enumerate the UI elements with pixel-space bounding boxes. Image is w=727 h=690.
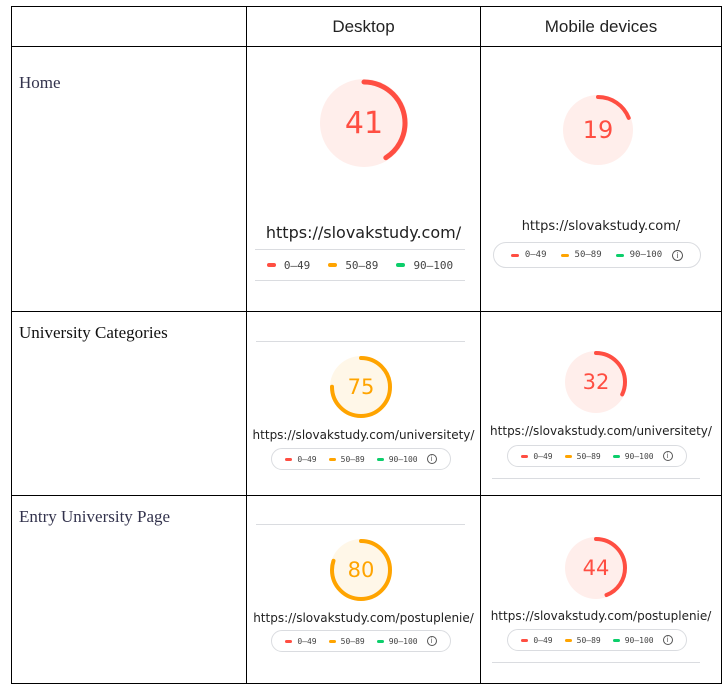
score-gauge: 19 xyxy=(562,94,634,166)
score-gauge: 44 xyxy=(564,536,628,600)
score-value: 44 xyxy=(582,556,610,580)
comparison-table: Desktop Mobile devices Home 41 https://s… xyxy=(11,6,722,684)
info-icon[interactable]: i xyxy=(426,454,437,464)
header-row: Desktop Mobile devices xyxy=(11,6,722,47)
table-row: Entry University Page 80 https://slovaks… xyxy=(11,495,722,684)
legend-pass: 90–100 xyxy=(612,452,654,461)
legend-average: 50–89 xyxy=(328,455,365,464)
gauge-ring xyxy=(565,537,627,599)
legend-average: 50–89 xyxy=(564,452,601,461)
desktop-cell: 75 https://slovakstudy.com/universitety/… xyxy=(246,311,481,496)
score-legend: 0–49 50–89 90–100 i xyxy=(493,242,701,268)
info-icon[interactable]: i xyxy=(672,249,684,261)
gauge-ring xyxy=(320,79,408,167)
desktop-cell: 41 https://slovakstudy.com/ 0–49 50–89 9… xyxy=(246,46,481,312)
row-label-cell: Entry University Page xyxy=(11,495,247,684)
gauge-ring xyxy=(330,356,392,418)
page-url: https://slovakstudy.com/ xyxy=(265,223,462,242)
page-url: https://slovakstudy.com/universitety/ xyxy=(490,424,712,438)
legend-fail: 0–49 xyxy=(285,455,317,464)
page-url: https://slovakstudy.com/universitety/ xyxy=(252,428,475,442)
legend-average: 50–89 xyxy=(328,637,365,646)
page-url: https://slovakstudy.com/ xyxy=(521,219,681,234)
score-value: 80 xyxy=(347,558,375,582)
divider xyxy=(492,662,700,663)
divider xyxy=(492,478,700,479)
desktop-cell: 80 https://slovakstudy.com/postuplenie/ … xyxy=(246,495,481,684)
score-gauge: 80 xyxy=(329,538,393,602)
gauge-ring xyxy=(565,351,627,413)
score-value: 32 xyxy=(582,370,610,394)
legend-average: 50–89 xyxy=(560,250,602,260)
legend-fail: 0–49 xyxy=(521,452,553,461)
row-label-cell: Home xyxy=(11,46,247,312)
legend-pass: 90–100 xyxy=(615,250,662,260)
header-empty-cell xyxy=(11,6,247,47)
info-icon[interactable]: i xyxy=(426,636,437,646)
legend-average: 50–89 xyxy=(564,636,601,645)
page-label: University Categories xyxy=(19,323,168,342)
score-value: 19 xyxy=(582,116,614,144)
legend-pass: 90–100 xyxy=(376,455,418,464)
page-url: https://slovakstudy.com/postuplenie/ xyxy=(490,609,712,623)
score-legend: 0–49 50–89 90–100 xyxy=(255,249,465,281)
score-legend: 0–49 50–89 90–100 i xyxy=(507,445,687,467)
row-label-cell: University Categories xyxy=(11,311,247,496)
divider xyxy=(256,341,465,342)
score-legend: 0–49 50–89 90–100 i xyxy=(507,629,687,651)
table-row: Home 41 https://slovakstudy.com/ 0–49 50… xyxy=(11,46,722,312)
gauge-ring xyxy=(563,95,633,165)
score-gauge: 32 xyxy=(564,350,628,414)
legend-pass: 90–100 xyxy=(612,636,654,645)
legend-fail: 0–49 xyxy=(285,637,317,646)
legend-fail: 0–49 xyxy=(510,250,547,260)
mobile-cell: 44 https://slovakstudy.com/postuplenie/ … xyxy=(480,495,722,684)
table-row: University Categories 75 https://slovaks… xyxy=(11,311,722,496)
page-url: https://slovakstudy.com/postuplenie/ xyxy=(253,611,474,625)
score-gauge: 75 xyxy=(329,355,393,419)
score-legend: 0–49 50–89 90–100 i xyxy=(271,448,451,470)
score-gauge: 41 xyxy=(319,78,409,168)
header-desktop: Desktop xyxy=(246,6,481,47)
legend-fail: 0–49 xyxy=(266,259,310,272)
legend-average: 50–89 xyxy=(328,259,378,272)
score-value: 41 xyxy=(344,105,384,141)
legend-pass: 90–100 xyxy=(396,259,453,272)
header-mobile: Mobile devices xyxy=(480,6,722,47)
legend-pass: 90–100 xyxy=(376,637,418,646)
legend-fail: 0–49 xyxy=(521,636,553,645)
page-label: Entry University Page xyxy=(19,507,171,526)
info-icon[interactable]: i xyxy=(662,635,673,645)
gauge-ring xyxy=(330,539,392,601)
page-label: Home xyxy=(19,73,61,92)
divider xyxy=(256,524,465,525)
mobile-cell: 19 https://slovakstudy.com/ 0–49 50–89 9… xyxy=(480,46,722,312)
score-legend: 0–49 50–89 90–100 i xyxy=(271,630,451,652)
score-value: 75 xyxy=(347,375,375,399)
mobile-cell: 32 https://slovakstudy.com/universitety/… xyxy=(480,311,722,496)
info-icon[interactable]: i xyxy=(662,451,673,461)
